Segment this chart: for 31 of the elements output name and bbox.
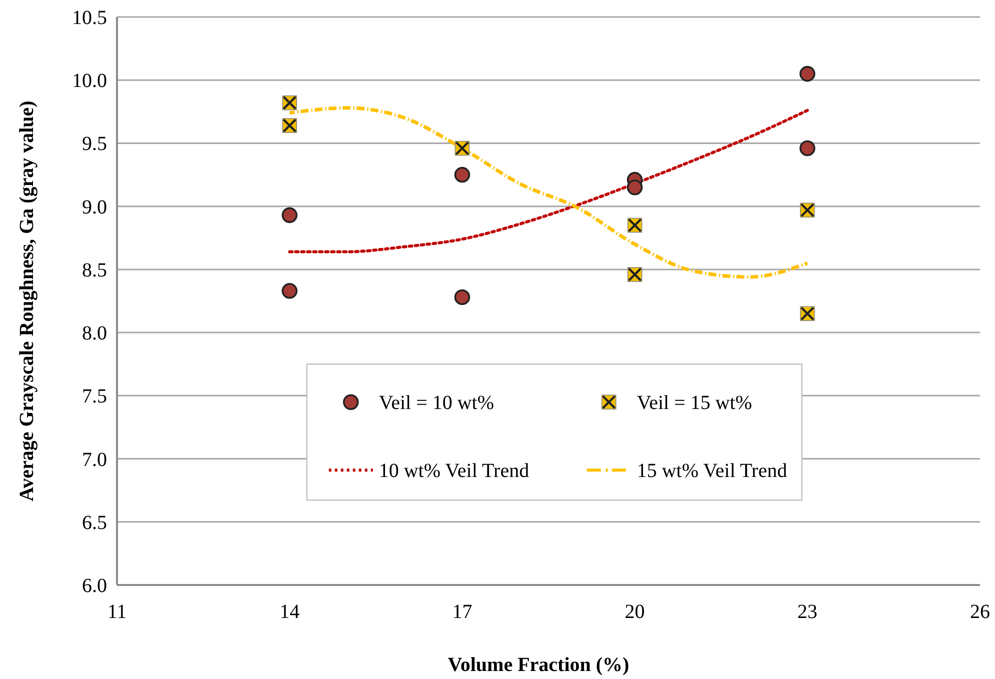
x-tick-label: 11 xyxy=(107,601,127,623)
y-tick-label: 10.5 xyxy=(72,7,107,29)
point xyxy=(626,180,643,196)
point xyxy=(282,283,298,299)
point xyxy=(800,140,816,156)
x-tick-label: 20 xyxy=(624,601,645,623)
y-tick-label: 7.5 xyxy=(82,386,107,408)
y-tick-label: 8.0 xyxy=(82,322,107,345)
x-tick-label: 14 xyxy=(280,601,300,623)
point xyxy=(282,207,298,224)
y-tick-label: 10.0 xyxy=(72,70,107,92)
x-tick-label: 17 xyxy=(452,601,472,623)
legend-label: Veil = 10 wt% xyxy=(378,392,494,414)
point xyxy=(454,166,470,183)
point xyxy=(454,289,470,306)
y-tick-label: 9.0 xyxy=(82,196,107,218)
x-tick-label: 26 xyxy=(970,601,990,623)
line-series xyxy=(288,108,809,254)
line-series xyxy=(288,106,810,279)
x-axis-title: Volume Fraction (%) xyxy=(448,654,630,676)
x-tick-label: 23 xyxy=(797,601,818,623)
y-tick-label: 7.0 xyxy=(82,448,107,471)
legend-label: Veil = 15 wt% xyxy=(636,392,752,414)
point xyxy=(800,66,816,82)
legend-label: 10 wt% Veil Trend xyxy=(378,460,530,482)
y-axis-title: Average Grayscale Roughness, Ga (gray value) xyxy=(16,100,38,502)
y-tick-label: 9.5 xyxy=(82,133,107,156)
y-tick-label: 6.0 xyxy=(82,575,107,597)
legend-label: 15 wt% Veil Trend xyxy=(636,460,788,482)
y-tick-label: 8.5 xyxy=(82,259,107,282)
y-tick-label: 6.5 xyxy=(82,512,107,534)
